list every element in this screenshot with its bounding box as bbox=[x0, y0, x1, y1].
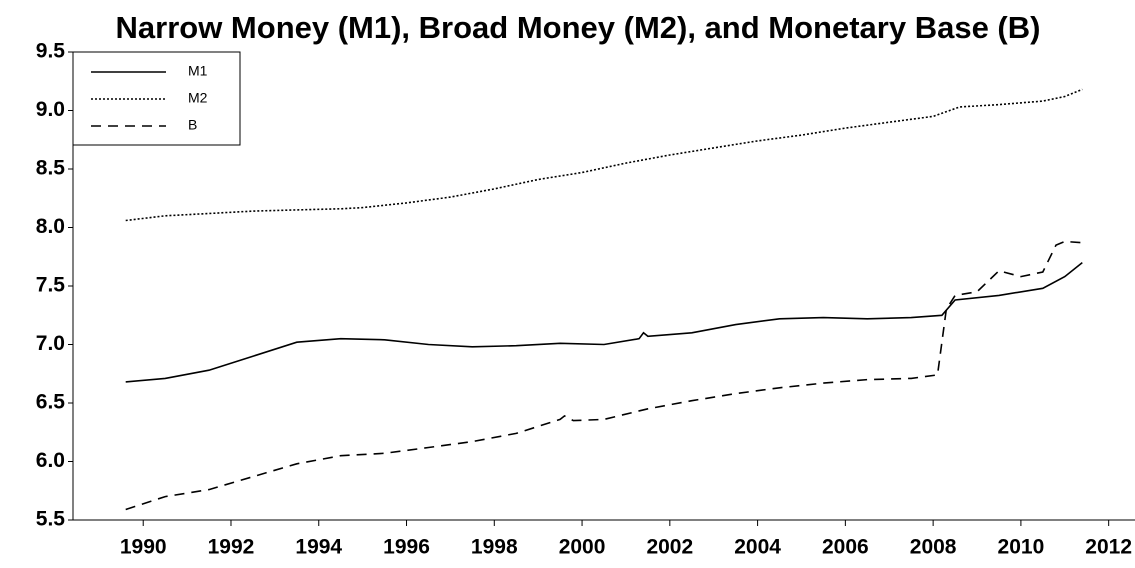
y-tick-label: 9.0 bbox=[36, 98, 65, 121]
x-tick-label: 1990 bbox=[120, 536, 167, 559]
x-tick-label: 2002 bbox=[646, 536, 693, 559]
x-tick-label: 2010 bbox=[998, 536, 1045, 559]
y-tick-label: 5.5 bbox=[36, 508, 66, 531]
y-tick-label: 8.5 bbox=[36, 157, 66, 180]
x-tick-label: 1998 bbox=[471, 536, 518, 559]
legend-label: M1 bbox=[188, 63, 208, 79]
series-line bbox=[125, 240, 1083, 511]
series-line bbox=[125, 261, 1083, 383]
y-tick-label: 9.5 bbox=[36, 40, 66, 63]
y-tick-label: 7.5 bbox=[36, 274, 66, 297]
legend-label: M2 bbox=[188, 90, 208, 106]
x-tick-label: 1994 bbox=[295, 536, 342, 559]
y-tick-label: 6.5 bbox=[36, 391, 66, 414]
x-tick-label: 1996 bbox=[383, 536, 430, 559]
x-tick-label: 1992 bbox=[208, 536, 255, 559]
x-tick-label: 2006 bbox=[822, 536, 869, 559]
x-tick-label: 2004 bbox=[734, 536, 781, 559]
y-tick-label: 8.0 bbox=[36, 215, 65, 238]
series-line bbox=[125, 88, 1083, 222]
x-tick-label: 2000 bbox=[559, 536, 606, 559]
y-tick-label: 6.0 bbox=[36, 449, 65, 472]
y-tick-label: 7.0 bbox=[36, 332, 65, 355]
legend-label: B bbox=[188, 117, 197, 133]
x-tick-label: 2012 bbox=[1085, 536, 1132, 559]
x-tick-label: 2008 bbox=[910, 536, 957, 559]
chart-title: Narrow Money (M1), Broad Money (M2), and… bbox=[116, 10, 1041, 45]
